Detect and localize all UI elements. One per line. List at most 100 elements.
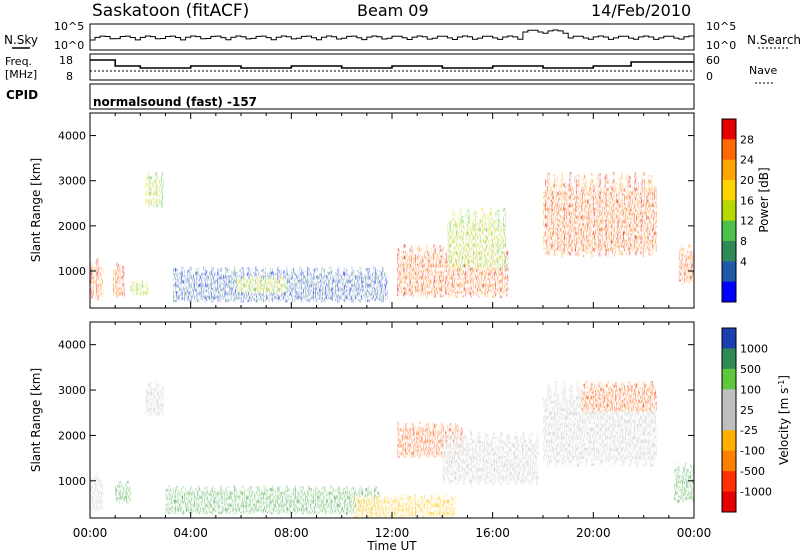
echo-cell bbox=[578, 390, 582, 464]
echo-cell bbox=[478, 431, 481, 485]
echo-cell bbox=[283, 490, 287, 513]
echo-cell bbox=[486, 433, 489, 485]
echo-cell bbox=[690, 464, 693, 503]
echo-cell bbox=[305, 490, 308, 513]
echo-cell bbox=[407, 256, 410, 294]
echo-cell bbox=[424, 424, 428, 458]
echo-cell bbox=[414, 430, 418, 455]
echo-cell bbox=[404, 498, 408, 517]
echo-cell bbox=[436, 430, 440, 455]
echo-cell bbox=[459, 255, 462, 294]
echo-cell bbox=[94, 475, 97, 512]
echo-cell bbox=[630, 191, 633, 250]
echo-cell bbox=[499, 243, 503, 299]
colorbar-tick-label: 100 bbox=[740, 383, 761, 396]
echo-cell bbox=[327, 491, 330, 513]
echo-cell bbox=[451, 209, 454, 271]
echo-cell bbox=[159, 179, 162, 205]
echo-cell bbox=[215, 492, 219, 512]
echo-cell bbox=[382, 498, 385, 517]
freq-ytick-bottom: 8 bbox=[66, 70, 73, 83]
echo-cell bbox=[376, 495, 379, 518]
echo-cell bbox=[612, 382, 616, 413]
echo-cell bbox=[556, 391, 560, 463]
echo-cell bbox=[118, 265, 121, 297]
echo-cell bbox=[612, 386, 616, 466]
echo-cell bbox=[120, 483, 124, 503]
echo-cell bbox=[175, 485, 179, 515]
echo-cell bbox=[225, 486, 229, 515]
echo-cell bbox=[547, 382, 550, 467]
echo-cell bbox=[235, 487, 239, 514]
echo-cell bbox=[183, 487, 187, 515]
echo-cell bbox=[365, 268, 368, 302]
echo-cell bbox=[396, 499, 400, 516]
echo-cell bbox=[151, 180, 154, 205]
echo-cell bbox=[243, 489, 247, 514]
echo-cell bbox=[422, 494, 426, 518]
echo-cell bbox=[329, 266, 332, 303]
echo-cell bbox=[161, 172, 164, 208]
colorbar-segment bbox=[722, 261, 736, 283]
echo-cell bbox=[596, 177, 600, 256]
echo-cell bbox=[421, 256, 424, 293]
echo-cell bbox=[431, 248, 434, 297]
echo-cell bbox=[347, 274, 350, 300]
echo-cell bbox=[247, 487, 251, 515]
echo-cell bbox=[600, 189, 604, 251]
colorbar-segment bbox=[722, 409, 736, 431]
echo-cell bbox=[418, 500, 422, 516]
echo-cell bbox=[246, 279, 249, 292]
echo-cell bbox=[466, 443, 469, 481]
echo-cell bbox=[265, 489, 269, 514]
echo-cell bbox=[614, 182, 618, 253]
echo-cell bbox=[452, 429, 456, 456]
echo-cell bbox=[648, 394, 651, 462]
echo-cell bbox=[680, 244, 684, 285]
echo-cell bbox=[616, 387, 620, 410]
echo-cell bbox=[558, 401, 562, 459]
echo-cell bbox=[610, 388, 614, 410]
echo-cell bbox=[189, 485, 193, 515]
echo-cell bbox=[270, 279, 273, 293]
echo-cell bbox=[488, 443, 491, 481]
echo-cell bbox=[281, 492, 285, 513]
echo-cell bbox=[319, 273, 322, 300]
echo-cell bbox=[582, 172, 586, 258]
echo-cell bbox=[120, 270, 123, 295]
echo-cell bbox=[126, 480, 129, 504]
echo-cell bbox=[448, 499, 452, 516]
echo-cell bbox=[341, 492, 344, 512]
echo-cell bbox=[128, 484, 131, 502]
echo-cell bbox=[193, 274, 196, 300]
echo-cell bbox=[255, 486, 259, 515]
echo-cell bbox=[646, 400, 649, 460]
echo-cell bbox=[566, 399, 570, 460]
echo-cell bbox=[622, 387, 626, 465]
echo-cell bbox=[520, 437, 523, 483]
echo-cell bbox=[333, 275, 336, 300]
echo-cell bbox=[692, 253, 694, 281]
echo-cell bbox=[446, 498, 450, 517]
echo-cell bbox=[614, 382, 618, 413]
echo-cell bbox=[620, 382, 624, 467]
echo-cell bbox=[640, 180, 643, 255]
echo-cell bbox=[576, 174, 580, 257]
echo-cell bbox=[628, 176, 631, 256]
echo-cell bbox=[435, 254, 438, 294]
echo-cell bbox=[191, 488, 195, 514]
echo-cell bbox=[329, 485, 332, 515]
echo-cell bbox=[100, 266, 104, 297]
echo-cell bbox=[536, 431, 539, 486]
echo-cell bbox=[465, 255, 469, 294]
echo-cell bbox=[642, 383, 645, 467]
echo-cell bbox=[505, 247, 509, 297]
echo-cell bbox=[227, 486, 231, 515]
echo-cell bbox=[489, 208, 492, 271]
colorbar-segment bbox=[722, 220, 736, 242]
echo-cell bbox=[596, 386, 600, 411]
echo-cell bbox=[406, 429, 410, 455]
echo-cell bbox=[149, 382, 152, 417]
beam-label: Beam 09 bbox=[357, 1, 429, 20]
echo-cell bbox=[501, 251, 505, 296]
